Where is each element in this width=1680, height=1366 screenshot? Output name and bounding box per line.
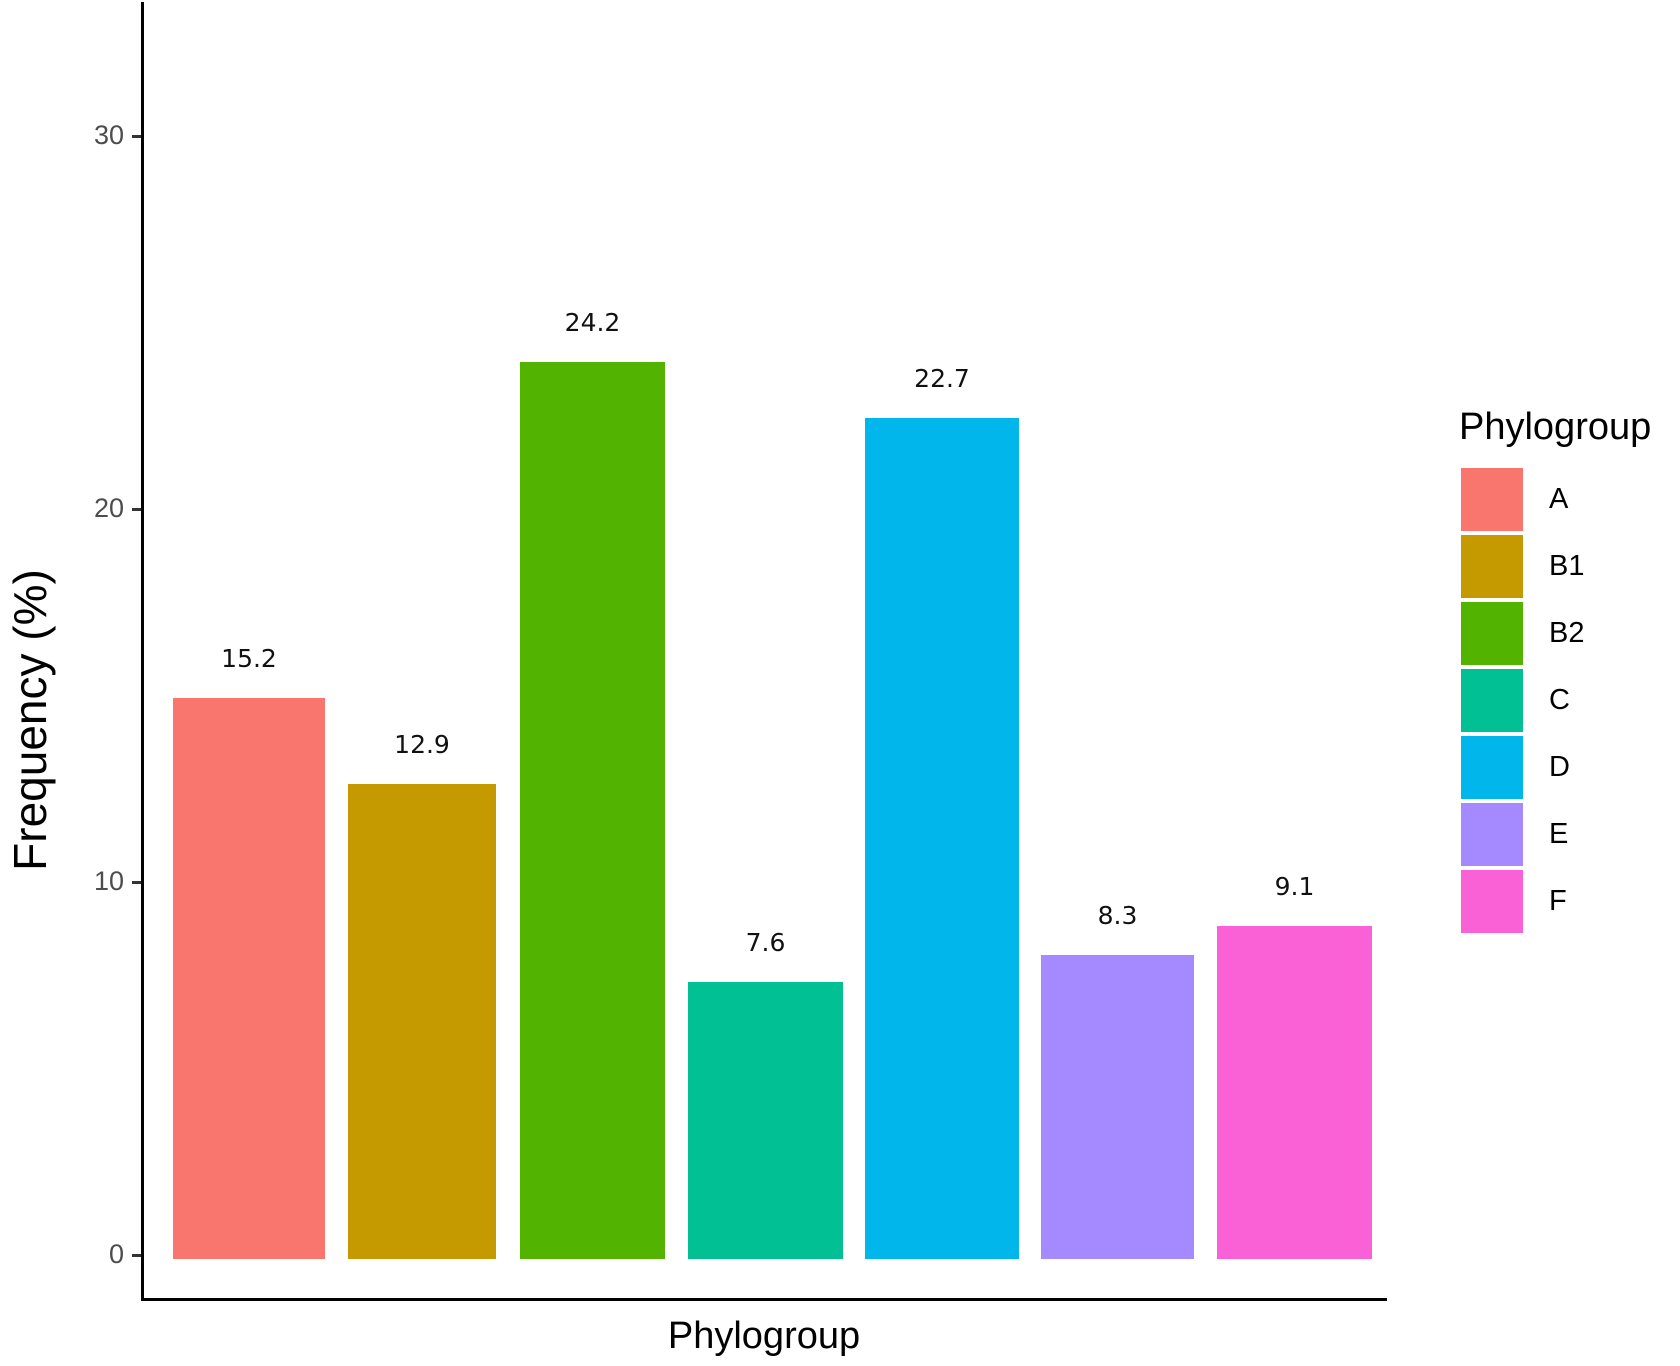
y-tick-label: 30 [93,120,124,150]
legend-item: B2 [1459,600,1651,667]
y-tick-label: 20 [93,493,124,523]
y-tick-label: 0 [108,1239,124,1269]
legend-items: A B1 B2 C D E F [1459,466,1651,935]
bar-value-label: 12.9 [394,729,450,759]
legend-item: E [1459,801,1651,868]
legend-label: B2 [1549,617,1585,649]
bar-value-label: 15.2 [221,644,277,674]
legend-item: B1 [1459,533,1651,600]
y-axis-line [141,2,144,1301]
bar-d [865,418,1019,1259]
legend-color-swatch [1461,803,1523,866]
legend-label: F [1549,885,1567,917]
bar-value-label: 7.6 [745,927,786,957]
bar-b2 [520,362,665,1259]
y-tick-mark [132,508,141,511]
bar-e [1041,955,1194,1259]
legend-item: F [1459,868,1651,935]
legend-label: D [1549,751,1570,783]
legend-label: A [1549,483,1569,515]
bar-value-label: 24.2 [564,308,621,338]
legend: Phylogroup A B1 B2 C D E F [1459,408,1651,935]
x-axis-line [141,1298,1387,1301]
bar-c [688,981,843,1259]
bar-f [1217,925,1372,1259]
legend-color-swatch [1461,870,1523,933]
bar-b1 [348,783,496,1259]
legend-title: Phylogroup [1459,406,1652,448]
y-tick-label: 10 [93,866,124,896]
legend-color-swatch [1461,602,1523,665]
legend-color-swatch [1461,468,1523,531]
legend-label: E [1549,818,1569,850]
bar-value-label: 9.1 [1274,871,1315,901]
y-axis-title: Frequency (%) [4,569,56,871]
x-axis-title: Phylogroup [667,1315,861,1357]
legend-item: C [1459,667,1651,734]
y-tick-mark [132,135,141,138]
bar-value-label: 22.7 [914,364,970,394]
legend-color-swatch [1461,535,1523,598]
bar-a [173,698,325,1259]
bar-value-label: 8.3 [1097,901,1138,931]
y-tick-mark [132,881,141,884]
legend-item: A [1459,466,1651,533]
legend-color-swatch [1461,736,1523,799]
legend-item: D [1459,734,1651,801]
legend-label: B1 [1549,550,1585,582]
legend-label: C [1549,684,1570,716]
y-tick-mark [132,1254,141,1257]
legend-color-swatch [1461,669,1523,732]
